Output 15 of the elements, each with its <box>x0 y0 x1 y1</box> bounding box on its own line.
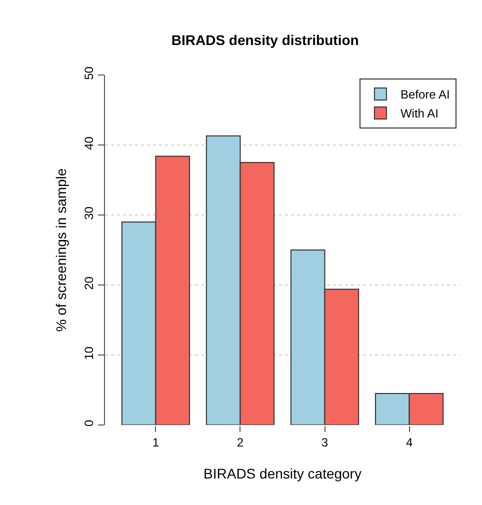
chart-title: BIRADS density distribution <box>171 32 359 48</box>
x-tick-label: 4 <box>406 435 413 450</box>
x-tick-label: 3 <box>321 435 328 450</box>
y-tick-label: 40 <box>82 136 96 150</box>
y-tick-label: 30 <box>82 206 96 220</box>
y-tick-label: 0 <box>82 420 96 427</box>
legend-label: Before AI <box>400 88 450 102</box>
x-tick-label: 2 <box>236 435 244 450</box>
y-tick-label: 20 <box>82 276 96 290</box>
x-tick-label: 1 <box>152 435 160 450</box>
y-tick-label: 10 <box>82 346 96 360</box>
x-axis-title: BIRADS density category <box>204 466 362 482</box>
legend-label: With AI <box>400 106 438 121</box>
y-tick-label: 50 <box>82 66 96 80</box>
y-axis-title: % of screenings in sample <box>52 168 69 332</box>
